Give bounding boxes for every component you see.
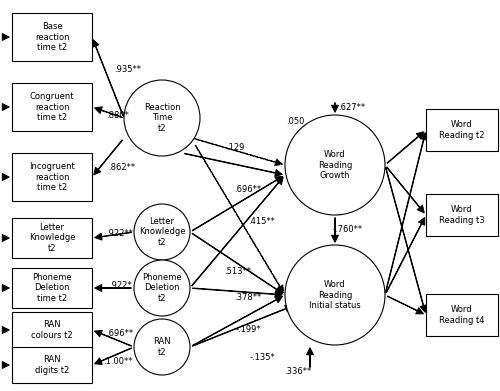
- Text: Word
Reading
Growth: Word Reading Growth: [318, 150, 352, 180]
- Ellipse shape: [285, 245, 385, 345]
- Text: Congruent
reaction
time t2: Congruent reaction time t2: [30, 92, 74, 122]
- FancyArrowPatch shape: [192, 176, 282, 231]
- FancyArrowPatch shape: [2, 362, 9, 368]
- FancyArrowPatch shape: [192, 305, 292, 346]
- FancyArrowPatch shape: [2, 285, 9, 291]
- Text: RAN
digits t2: RAN digits t2: [35, 355, 69, 375]
- Text: RAN
colours t2: RAN colours t2: [31, 320, 73, 340]
- FancyArrowPatch shape: [386, 167, 424, 213]
- FancyArrowPatch shape: [386, 217, 424, 292]
- Text: Word
Reading t4: Word Reading t4: [440, 305, 485, 325]
- FancyArrowPatch shape: [94, 140, 122, 175]
- Text: .336**: .336**: [284, 368, 312, 377]
- FancyBboxPatch shape: [12, 312, 92, 348]
- Text: .627**: .627**: [338, 104, 365, 113]
- FancyArrowPatch shape: [2, 326, 9, 334]
- Text: -.199*: -.199*: [235, 325, 261, 334]
- FancyArrowPatch shape: [184, 153, 282, 176]
- Text: Phoneme
Deletion
time t2: Phoneme Deletion time t2: [32, 273, 72, 303]
- Text: Word
Reading t3: Word Reading t3: [439, 205, 485, 225]
- FancyBboxPatch shape: [12, 268, 92, 308]
- FancyArrowPatch shape: [2, 174, 9, 181]
- Text: Word
Reading t2: Word Reading t2: [440, 120, 485, 140]
- Text: .696**: .696**: [234, 185, 262, 194]
- FancyArrowPatch shape: [192, 296, 282, 346]
- Text: Phoneme
Deletion
t2: Phoneme Deletion t2: [142, 273, 182, 303]
- FancyArrowPatch shape: [332, 103, 338, 112]
- Text: .862**: .862**: [108, 163, 136, 172]
- Text: .513**: .513**: [224, 267, 252, 276]
- Text: Incogruent
reaction
time t2: Incogruent reaction time t2: [29, 162, 75, 192]
- FancyArrowPatch shape: [194, 138, 282, 166]
- Text: -.135*: -.135*: [249, 353, 275, 362]
- FancyArrowPatch shape: [2, 104, 9, 111]
- FancyArrowPatch shape: [332, 218, 338, 242]
- FancyArrowPatch shape: [192, 177, 283, 286]
- FancyBboxPatch shape: [12, 218, 92, 258]
- Text: .696**: .696**: [106, 328, 134, 337]
- Ellipse shape: [285, 115, 385, 215]
- Ellipse shape: [124, 80, 200, 156]
- FancyBboxPatch shape: [426, 109, 498, 151]
- FancyArrowPatch shape: [95, 285, 131, 291]
- Text: Letter
Knowledge
t2: Letter Knowledge t2: [29, 223, 75, 253]
- FancyArrowPatch shape: [92, 39, 123, 115]
- Text: Letter
Knowledge
t2: Letter Knowledge t2: [139, 217, 185, 247]
- Text: .1.00**: .1.00**: [104, 357, 133, 366]
- FancyBboxPatch shape: [426, 294, 498, 336]
- Text: .880*: .880*: [106, 111, 130, 120]
- FancyArrowPatch shape: [386, 133, 427, 292]
- Text: Word
Reading
Initial status: Word Reading Initial status: [309, 280, 361, 310]
- Text: .922*: .922*: [108, 280, 132, 289]
- FancyArrowPatch shape: [388, 296, 424, 314]
- FancyArrowPatch shape: [192, 288, 282, 298]
- FancyArrowPatch shape: [94, 330, 132, 346]
- Text: .050: .050: [286, 118, 304, 127]
- FancyBboxPatch shape: [12, 347, 92, 383]
- FancyArrowPatch shape: [94, 348, 132, 364]
- FancyBboxPatch shape: [12, 83, 92, 131]
- Text: RAN
t2: RAN t2: [153, 337, 171, 357]
- Text: .415**: .415**: [248, 217, 276, 226]
- Ellipse shape: [134, 204, 190, 260]
- FancyArrowPatch shape: [94, 232, 132, 240]
- Text: .935**: .935**: [114, 66, 141, 75]
- Text: .922**: .922**: [106, 230, 134, 239]
- FancyArrowPatch shape: [386, 168, 427, 312]
- FancyArrowPatch shape: [195, 145, 284, 292]
- FancyArrowPatch shape: [306, 348, 314, 367]
- Text: Reaction
Time
t2: Reaction Time t2: [144, 103, 180, 133]
- Text: -.760**: -.760**: [333, 226, 363, 235]
- Text: Base
reaction
time t2: Base reaction time t2: [35, 22, 69, 52]
- FancyBboxPatch shape: [12, 153, 92, 201]
- FancyArrowPatch shape: [192, 233, 282, 294]
- FancyArrowPatch shape: [2, 34, 9, 41]
- Ellipse shape: [134, 319, 190, 375]
- FancyBboxPatch shape: [12, 13, 92, 61]
- FancyArrowPatch shape: [387, 132, 424, 163]
- Text: .378**: .378**: [234, 294, 262, 303]
- Text: .129: .129: [226, 143, 244, 152]
- FancyArrowPatch shape: [2, 235, 9, 242]
- FancyArrowPatch shape: [94, 107, 122, 117]
- FancyBboxPatch shape: [426, 194, 498, 236]
- Ellipse shape: [134, 260, 190, 316]
